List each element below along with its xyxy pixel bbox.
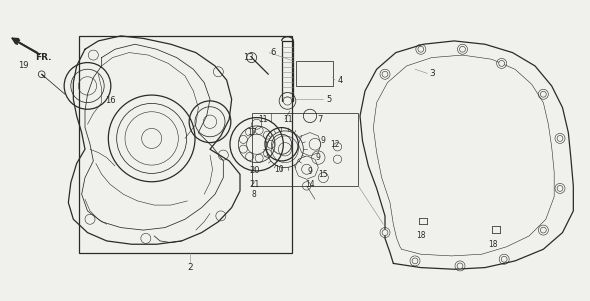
- Bar: [252, 113, 358, 186]
- Text: 9: 9: [316, 153, 321, 162]
- Bar: [296, 61, 333, 86]
- Text: 9: 9: [321, 136, 326, 145]
- Circle shape: [382, 71, 388, 77]
- Text: 10: 10: [274, 165, 284, 174]
- Text: 17: 17: [247, 128, 257, 137]
- Circle shape: [502, 256, 507, 262]
- Circle shape: [412, 258, 418, 264]
- Text: 2: 2: [187, 263, 193, 272]
- Bar: [79, 36, 291, 253]
- Text: 18: 18: [489, 240, 498, 249]
- Text: 15: 15: [319, 170, 328, 179]
- Circle shape: [540, 227, 546, 233]
- Text: 16: 16: [104, 96, 115, 105]
- Text: 9: 9: [307, 167, 313, 176]
- Polygon shape: [68, 36, 240, 244]
- Text: 19: 19: [18, 61, 28, 70]
- Text: 3: 3: [429, 69, 435, 78]
- Text: 5: 5: [326, 95, 332, 104]
- Circle shape: [382, 230, 388, 235]
- Text: 4: 4: [337, 76, 343, 85]
- Circle shape: [557, 135, 563, 141]
- Circle shape: [460, 46, 466, 52]
- Text: FR.: FR.: [35, 53, 51, 62]
- Text: 21: 21: [249, 180, 260, 189]
- Circle shape: [540, 91, 546, 97]
- Text: 11: 11: [283, 115, 292, 124]
- Text: 20: 20: [249, 166, 260, 175]
- Text: 18: 18: [416, 231, 425, 240]
- Circle shape: [499, 61, 504, 66]
- Text: 8: 8: [252, 190, 257, 199]
- Text: 6: 6: [271, 48, 276, 57]
- Circle shape: [457, 263, 463, 269]
- Circle shape: [418, 46, 424, 52]
- Text: 7: 7: [317, 115, 323, 124]
- Text: 12: 12: [330, 140, 340, 149]
- Text: 13: 13: [243, 53, 254, 62]
- Circle shape: [557, 185, 563, 191]
- Polygon shape: [360, 41, 573, 269]
- Text: 14: 14: [305, 180, 315, 189]
- Text: 11: 11: [258, 115, 267, 124]
